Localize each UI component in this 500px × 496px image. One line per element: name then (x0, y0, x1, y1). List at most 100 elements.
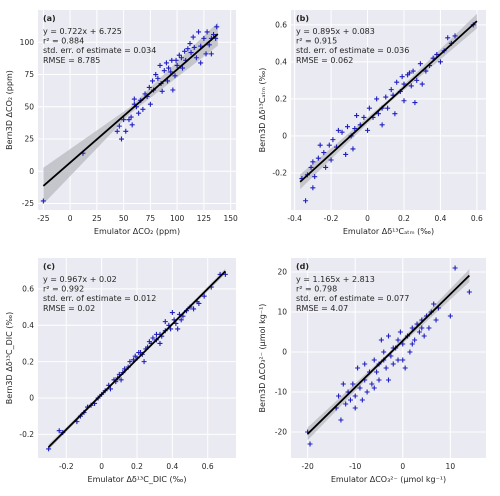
data-point (157, 62, 163, 68)
data-point (394, 79, 400, 85)
data-point (399, 74, 405, 80)
y-tick-label: 0 (282, 348, 287, 357)
data-point (409, 325, 415, 331)
data-point (407, 349, 413, 355)
x-tick-label: 0 (365, 214, 370, 223)
data-point (178, 317, 184, 323)
data-point (386, 377, 391, 383)
data-point (165, 78, 171, 84)
y-axis-label: Bern3D Δδ¹³C_DIC (‰) (5, 312, 14, 404)
data-point (203, 51, 209, 57)
data-point (352, 405, 358, 411)
x-tick-label: 0.6 (202, 462, 214, 471)
data-point (118, 136, 124, 142)
panel-label: (a) (43, 14, 56, 23)
plot-content (46, 268, 228, 452)
data-point (340, 381, 346, 387)
data-point (136, 110, 142, 116)
stats-line: std. err. of estimate = 0.012 (43, 294, 156, 303)
data-point (128, 114, 134, 120)
data-point (343, 151, 349, 157)
data-point (317, 142, 323, 148)
data-point (423, 68, 429, 74)
data-point (371, 385, 377, 391)
x-tick-label: -10 (349, 462, 361, 471)
data-point (129, 122, 135, 128)
y-tick-label: -0.2 (272, 169, 287, 178)
data-point (146, 84, 152, 90)
data-point (335, 127, 341, 133)
data-point (379, 122, 385, 128)
data-point (409, 341, 415, 347)
data-point (315, 155, 321, 161)
data-point (321, 150, 327, 156)
data-point (146, 339, 152, 345)
x-tick-label: 0.2 (131, 462, 143, 471)
y-tick-label: 0.2 (22, 357, 34, 366)
y-tick-label: 0 (29, 167, 34, 176)
stats-line: RMSE = 4.07 (296, 304, 348, 313)
data-point (385, 105, 391, 111)
data-point (434, 51, 440, 57)
data-point (369, 381, 375, 387)
y-tick-label: 0.4 (275, 58, 287, 67)
data-point (107, 386, 113, 392)
data-point (126, 117, 132, 123)
data-point (412, 100, 418, 106)
x-tick-label: -0.2 (59, 462, 74, 471)
data-point (132, 353, 138, 359)
data-point (421, 333, 427, 339)
regression-line (42, 33, 219, 187)
data-point (381, 349, 387, 355)
data-point (150, 335, 156, 341)
y-tick-label: 0 (29, 394, 34, 403)
data-point (46, 446, 52, 452)
data-point (204, 29, 210, 35)
x-tick-label: 25 (92, 214, 102, 223)
data-point (445, 35, 451, 41)
data-point (166, 65, 172, 71)
data-point (402, 365, 408, 371)
data-point (159, 88, 165, 94)
stats-line: y = 0.722x + 6.725 (43, 27, 122, 36)
data-point (182, 48, 188, 54)
data-point (350, 381, 356, 387)
data-point (153, 331, 159, 337)
y-tick-label: 75 (24, 70, 34, 79)
data-point (312, 174, 318, 180)
x-tick-label: 75 (146, 214, 156, 223)
data-point (138, 350, 144, 356)
data-point (201, 35, 207, 41)
stats-line: RMSE = 0.02 (43, 304, 95, 313)
y-tick-label: -20 (275, 428, 287, 437)
stats-line: y = 1.165x + 2.813 (296, 275, 375, 284)
data-point (157, 340, 163, 346)
data-point (347, 397, 353, 403)
data-point (361, 114, 367, 120)
data-point (118, 377, 124, 383)
chart-panel-2: -0.4 -0.2 0 0.2 0.4 0.6 -0.2 0 0.2 0.4 0.6 (b) y = 0… (258, 10, 486, 236)
x-tick-label: 0.6 (471, 214, 483, 223)
data-point (383, 365, 389, 371)
data-point (410, 68, 416, 74)
stats-line: r² = 0.798 (296, 285, 337, 294)
data-point (352, 393, 358, 399)
x-tick-label: 0.4 (434, 214, 446, 223)
data-point (417, 61, 423, 67)
chart-panel-3: -0.2 0 0.2 0.4 0.6 -0.2 0 0.2 0.4 0.6 (c) y = 0.967… (5, 258, 236, 484)
data-point (408, 83, 414, 89)
stats-line: r² = 0.884 (43, 37, 84, 46)
data-point (142, 91, 148, 97)
data-point (374, 96, 380, 102)
y-tick-label: 20 (277, 268, 287, 277)
data-point (168, 326, 174, 332)
x-tick-label: 0 (400, 462, 405, 471)
data-point (426, 325, 432, 331)
data-point (338, 417, 344, 423)
stats-line: r² = 0.915 (296, 37, 337, 46)
data-point (374, 369, 380, 375)
data-point (190, 34, 196, 40)
panel-label: (d) (296, 262, 309, 271)
data-point (344, 124, 350, 130)
